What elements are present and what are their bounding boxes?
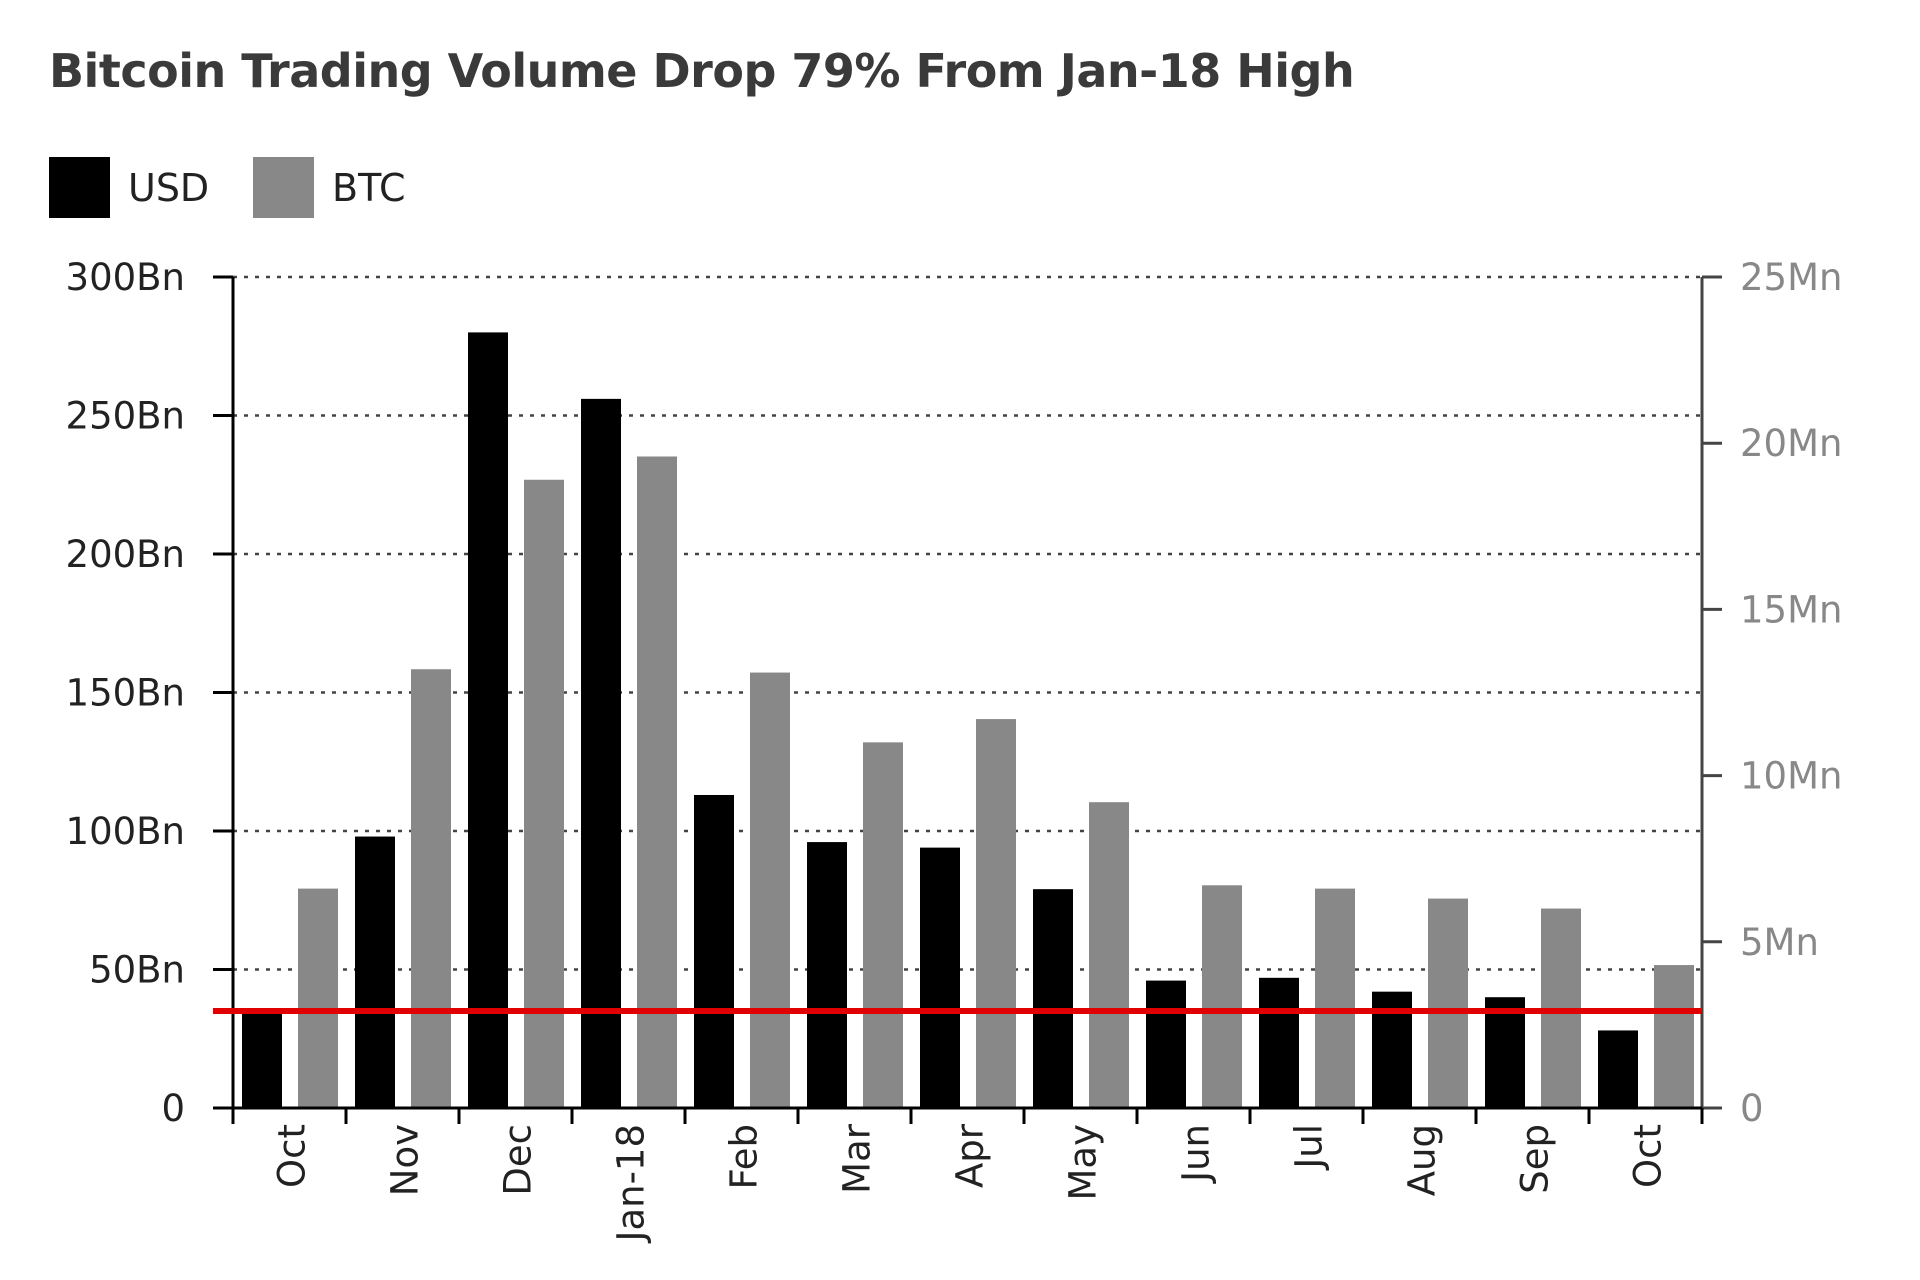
- x-tick-label: Oct: [271, 1124, 314, 1188]
- left-tick-label: 50Bn: [89, 949, 185, 992]
- right-tick-label: 20Mn: [1740, 422, 1842, 465]
- legend-item-btc: BTC: [253, 157, 406, 218]
- right-tick-label: 25Mn: [1740, 256, 1842, 299]
- bar-usd: [1598, 1030, 1638, 1108]
- bar-btc: [637, 456, 677, 1109]
- x-tick-label: Dec: [497, 1124, 540, 1196]
- legend-swatch-btc: [253, 157, 314, 218]
- legend-label-usd: USD: [128, 165, 210, 210]
- x-tick-label: Sep: [1514, 1124, 1557, 1194]
- left-tick-label: 150Bn: [66, 672, 185, 715]
- bar-usd: [1033, 889, 1073, 1108]
- bar-btc: [411, 669, 451, 1108]
- legend-item-usd: USD: [49, 157, 209, 218]
- x-tick-label: Jul: [1288, 1124, 1331, 1171]
- bar-btc: [524, 479, 564, 1108]
- left-tick-label: 200Bn: [66, 533, 185, 576]
- legend-swatch-usd: [49, 157, 110, 218]
- bar-btc: [976, 719, 1016, 1108]
- x-tick-label: Jun: [1175, 1124, 1218, 1184]
- bar-usd: [694, 794, 734, 1108]
- bar-usd: [1146, 980, 1186, 1108]
- bar-btc: [1315, 888, 1355, 1108]
- right-tick-label: 10Mn: [1740, 755, 1842, 798]
- bar-usd: [468, 332, 508, 1108]
- x-tick-label: May: [1062, 1124, 1105, 1201]
- left-tick-label: 100Bn: [66, 810, 185, 853]
- right-tick-label: 5Mn: [1740, 921, 1819, 964]
- bar-btc: [1428, 898, 1468, 1108]
- x-tick-label: Jan-18: [610, 1124, 653, 1243]
- bar-usd: [1259, 977, 1299, 1108]
- x-tick-label: Nov: [384, 1124, 427, 1196]
- x-tick-label: Mar: [836, 1123, 879, 1194]
- bar-usd: [1485, 997, 1525, 1108]
- bar-btc: [298, 888, 338, 1108]
- bar-btc: [750, 672, 790, 1108]
- bar-btc: [1089, 802, 1129, 1108]
- bar-usd: [807, 842, 847, 1108]
- right-tick-label: 15Mn: [1740, 588, 1842, 631]
- x-tick-label: Feb: [723, 1124, 766, 1190]
- bar-usd: [355, 836, 395, 1108]
- bar-usd: [242, 1011, 282, 1108]
- chart-title: Bitcoin Trading Volume Drop 79% From Jan…: [49, 44, 1355, 98]
- left-tick-label: 0: [161, 1087, 185, 1130]
- right-tick-label: 0: [1740, 1087, 1764, 1130]
- x-tick-label: Oct: [1627, 1124, 1670, 1188]
- bar-btc: [863, 742, 903, 1108]
- bar-usd: [581, 398, 621, 1108]
- left-tick-label: 300Bn: [66, 256, 185, 299]
- bar-btc: [1202, 885, 1242, 1108]
- x-tick-label: Apr: [949, 1123, 992, 1188]
- bar-btc: [1654, 965, 1694, 1108]
- left-tick-label: 250Bn: [66, 395, 185, 438]
- x-tick-label: Aug: [1401, 1124, 1444, 1196]
- legend-label-btc: BTC: [332, 165, 406, 210]
- bar-usd: [920, 847, 960, 1108]
